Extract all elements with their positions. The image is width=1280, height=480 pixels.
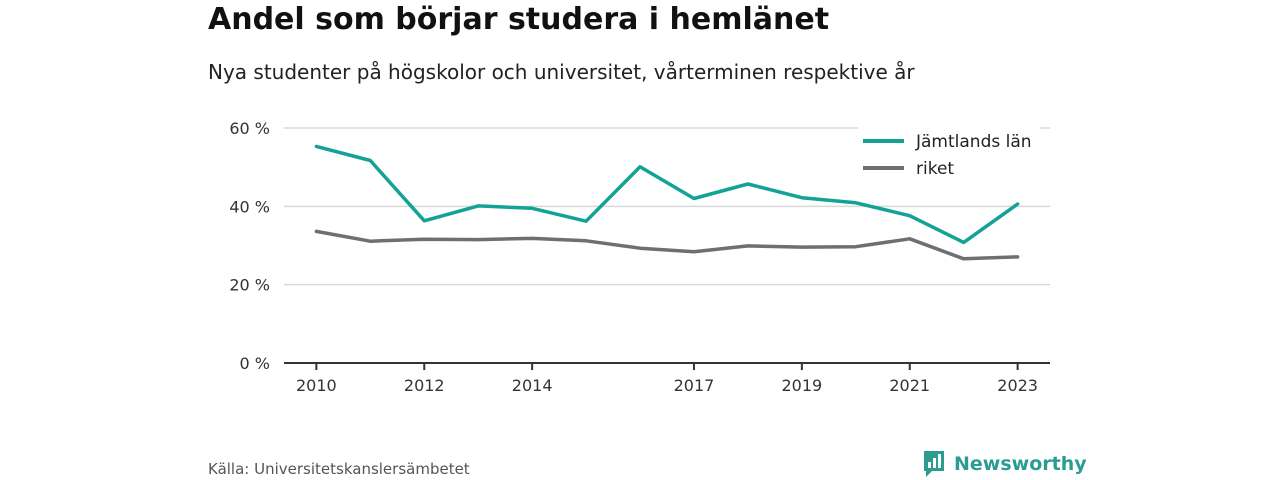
y-tick-label: 20 % — [229, 276, 270, 295]
series-line-riket — [314, 229, 1020, 261]
x-tick-label: 2019 — [781, 376, 822, 395]
line-chart: 0 % 20 % 40 % 60 % 2010 2012 2014 2017 2019 2021… — [229, 119, 1050, 395]
x-tick-label: 2010 — [296, 376, 337, 395]
y-tick-label: 60 % — [229, 119, 270, 138]
x-tick-label: 2017 — [674, 376, 715, 395]
chart-title: Andel som börjar studera i hemlänet — [208, 2, 830, 37]
legend-label: Jämtlands län — [915, 132, 1032, 152]
x-tick-label: 2023 — [997, 376, 1038, 395]
brand-name: Newsworthy — [954, 453, 1087, 475]
source-note: Källa: Universitetskanslersämbetet — [208, 460, 470, 478]
brand-logo: Newsworthy — [922, 450, 1087, 478]
x-tick-label: 2012 — [404, 376, 445, 395]
legend-background — [858, 124, 1040, 186]
bar-chart-speech-bubble-icon — [924, 451, 944, 477]
legend: Jämtlands län riket — [858, 124, 1040, 186]
series-lines — [314, 144, 1020, 261]
series-line-jamtland — [314, 144, 1020, 245]
y-tick-label: 0 % — [240, 354, 270, 373]
legend-label: riket — [916, 159, 954, 179]
y-axis-ticks: 0 % 20 % 40 % 60 % — [229, 119, 270, 373]
chart-subtitle: Nya studenter på högskolor och universit… — [208, 60, 915, 84]
x-tick-label: 2014 — [512, 376, 553, 395]
x-tick-label: 2021 — [889, 376, 930, 395]
y-tick-label: 40 % — [229, 197, 270, 216]
x-axis-ticks: 2010 2012 2014 2017 2019 2021 2023 — [296, 363, 1038, 395]
